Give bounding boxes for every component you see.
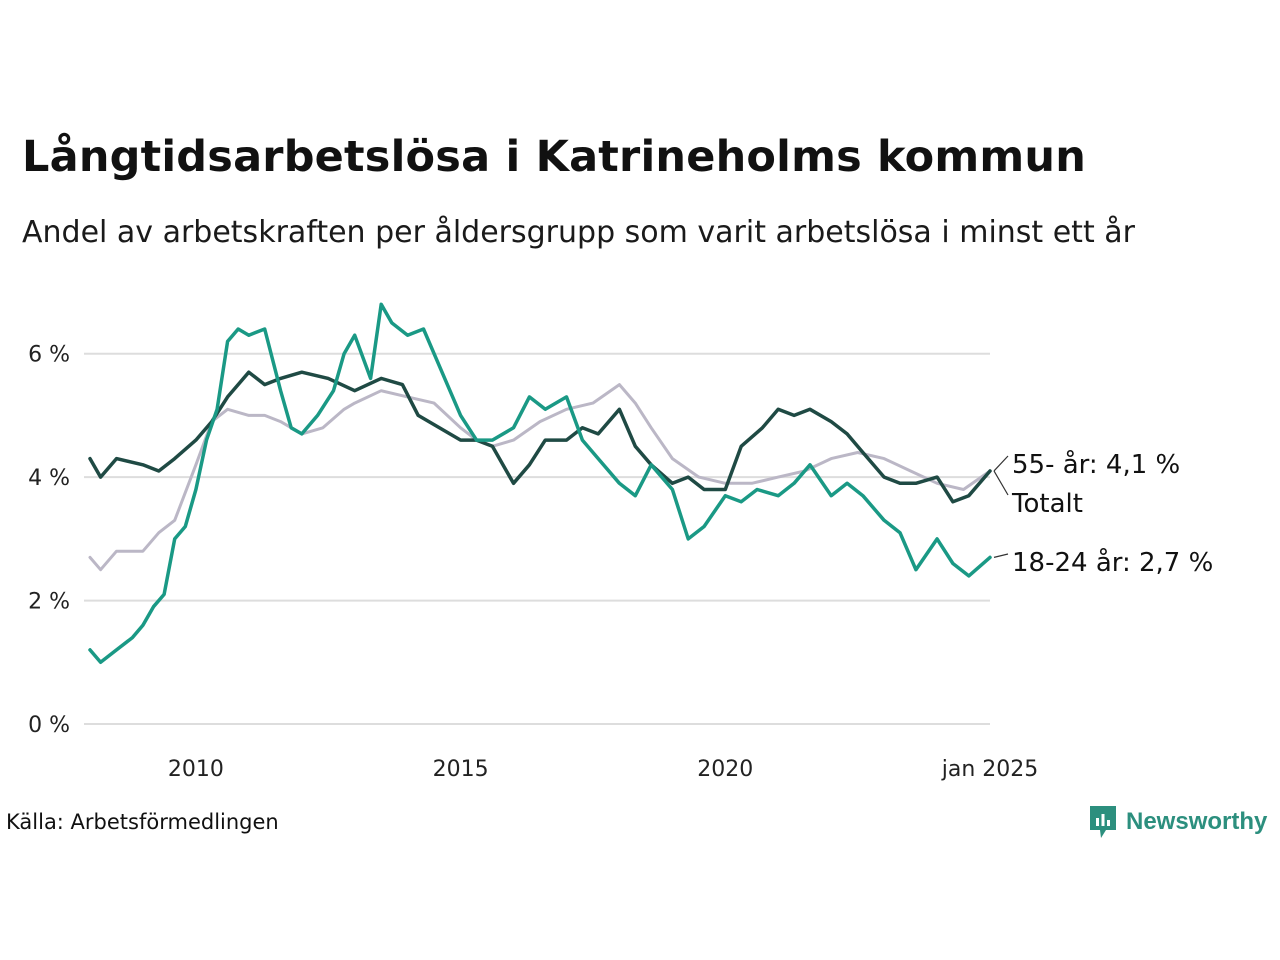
y-tick-label: 2 % [28, 590, 70, 615]
end-labels: 55- år: 4,1 % Totalt 18-24 år: 2,7 % [993, 449, 1213, 578]
label-leader-young [993, 553, 1009, 558]
end-label-total: Totalt [1011, 489, 1083, 519]
x-axis: 2010 2015 2020 jan 2025 [168, 757, 1038, 782]
y-tick-label: 6 % [28, 343, 70, 368]
line-chart: 0 % 2 % 4 % 6 % 2010 2015 2020 jan 2025 55- år… [28, 302, 1213, 782]
series-lines [88, 302, 992, 665]
brand-logo: Newsworthy [1088, 804, 1267, 840]
gridlines [84, 352, 990, 725]
x-tick-label: 2020 [697, 757, 753, 782]
label-leader-old [993, 455, 1009, 472]
chart-subtitle: Andel av arbetskraften per åldersgrupp s… [22, 215, 1135, 250]
newsworthy-icon [1090, 806, 1116, 838]
y-axis: 0 % 2 % 4 % 6 % [28, 343, 70, 738]
y-tick-label: 0 % [28, 713, 70, 738]
end-label-old: 55- år: 4,1 % [1012, 449, 1180, 480]
x-tick-label: 2010 [168, 757, 224, 782]
y-tick-label: 4 % [28, 466, 70, 491]
series-line-total [88, 370, 992, 504]
brand-name: Newsworthy [1126, 808, 1268, 835]
source-note: Källa: Arbetsförmedlingen [6, 810, 279, 834]
x-tick-label: jan 2025 [941, 757, 1039, 782]
series-line-young [88, 302, 992, 665]
end-label-young: 18-24 år: 2,7 % [1012, 547, 1213, 578]
label-leader-total [993, 470, 1009, 496]
x-tick-label: 2015 [433, 757, 489, 782]
chart-title: Långtidsarbetslösa i Katrineholms kommun [22, 132, 1087, 182]
